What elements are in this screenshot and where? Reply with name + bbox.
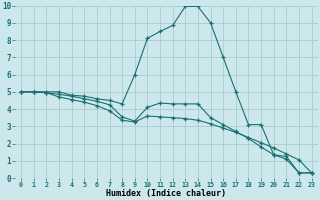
X-axis label: Humidex (Indice chaleur): Humidex (Indice chaleur) [106,189,226,198]
